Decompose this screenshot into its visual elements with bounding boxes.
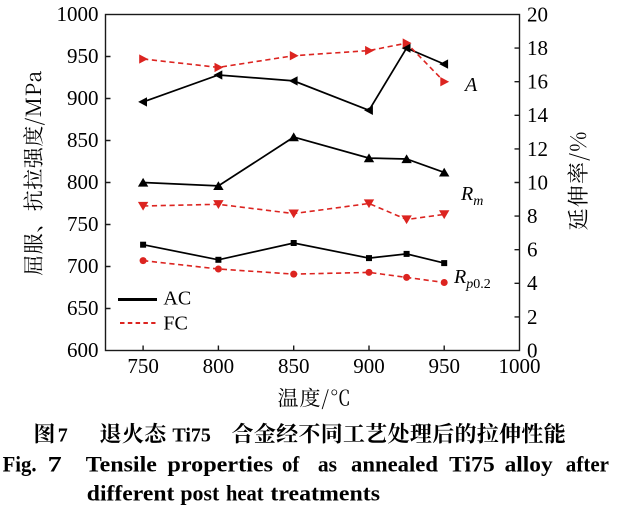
svg-text:post: post: [180, 481, 220, 506]
svg-text:600: 600: [67, 338, 99, 362]
svg-text:Fig.: Fig.: [3, 452, 37, 477]
svg-text:10: 10: [527, 170, 548, 194]
svg-text:Ti75: Ti75: [172, 425, 211, 447]
svg-text:Tensile: Tensile: [86, 452, 157, 477]
svg-text:900: 900: [353, 354, 385, 378]
svg-text:A: A: [463, 74, 478, 96]
svg-text:800: 800: [67, 170, 99, 194]
svg-text:750: 750: [127, 354, 159, 378]
svg-text:950: 950: [428, 354, 460, 378]
svg-text:after: after: [566, 452, 609, 477]
svg-text:as: as: [318, 452, 338, 477]
svg-text:6: 6: [527, 238, 538, 262]
svg-text:1000: 1000: [499, 354, 541, 378]
svg-text:properties: properties: [167, 452, 273, 477]
svg-text:alloy: alloy: [505, 452, 553, 477]
svg-text:annealed: annealed: [351, 452, 438, 477]
svg-text:1000: 1000: [57, 2, 99, 26]
svg-text:heat: heat: [226, 481, 264, 506]
svg-text:950: 950: [67, 44, 99, 68]
svg-text:7: 7: [58, 425, 68, 447]
svg-text:4: 4: [527, 271, 538, 295]
svg-text:16: 16: [527, 70, 548, 94]
svg-text:850: 850: [67, 128, 99, 152]
svg-text:treatments: treatments: [270, 481, 380, 506]
svg-text:650: 650: [67, 296, 99, 320]
svg-text:of: of: [282, 452, 300, 477]
svg-text:14: 14: [527, 103, 549, 127]
svg-text:AC: AC: [163, 287, 191, 309]
svg-text:850: 850: [278, 354, 310, 378]
svg-text:750: 750: [67, 212, 99, 236]
svg-text:18: 18: [527, 36, 548, 60]
svg-text:different: different: [87, 481, 175, 506]
svg-text:8: 8: [527, 204, 538, 228]
svg-text:20: 20: [527, 2, 548, 26]
svg-text:800: 800: [203, 354, 235, 378]
svg-text:7: 7: [48, 452, 62, 477]
svg-text:900: 900: [67, 86, 99, 110]
svg-text:12: 12: [527, 137, 548, 161]
svg-text:700: 700: [67, 254, 99, 278]
svg-text:0: 0: [527, 338, 538, 362]
svg-text:Ti75: Ti75: [449, 452, 495, 477]
svg-text:2: 2: [527, 305, 538, 329]
svg-text:FC: FC: [163, 313, 187, 335]
